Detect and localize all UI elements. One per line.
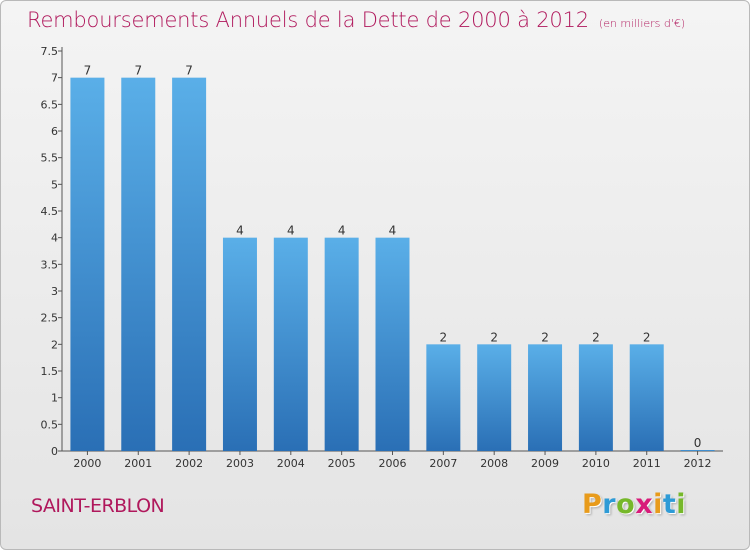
logo-letter: i (653, 489, 663, 520)
chart-subtitle: (en milliers d'€) (598, 17, 686, 30)
bar-2004 (273, 237, 308, 451)
data-label-2000: 7 (84, 64, 92, 78)
logo-letter: t (662, 489, 677, 520)
y-tick-label: 3 (51, 285, 58, 298)
data-label-2008: 2 (490, 330, 498, 344)
data-label-2011: 2 (643, 330, 651, 344)
y-tick-label: 1.5 (41, 365, 59, 378)
bar-2003 (222, 237, 257, 451)
chart-title: Remboursements Annuels de la Dette de 20… (27, 8, 686, 32)
data-label-2006: 4 (389, 224, 397, 238)
data-label-2010: 2 (592, 330, 600, 344)
bar-2007 (426, 344, 461, 451)
bar-2008 (477, 344, 512, 451)
logo-letter: r (602, 489, 617, 520)
data-label-2001: 7 (134, 64, 142, 78)
bar-2000 (70, 77, 105, 452)
y-tick-label: 0 (51, 445, 58, 458)
location-name: SAINT-ERBLON (31, 495, 165, 517)
x-tick-label-2002: 2002 (175, 457, 203, 470)
data-label-2007: 2 (440, 330, 448, 344)
data-label-2012: 0 (694, 436, 702, 450)
y-tick-label: 2 (51, 338, 58, 351)
x-tick-label-2009: 2009 (531, 457, 559, 470)
x-tick-label-2001: 2001 (124, 457, 152, 470)
bar-2009 (528, 344, 563, 451)
bar-2012 (680, 450, 715, 451)
y-tick-label: 3.5 (41, 258, 59, 271)
x-tick-label-2006: 2006 (379, 457, 407, 470)
bar-2006 (375, 237, 410, 451)
data-label-2004: 4 (287, 224, 295, 238)
proxiti-logo: Proxiti (582, 489, 686, 520)
y-tick-label: 6 (51, 125, 58, 138)
y-tick-label: 4.5 (41, 205, 59, 218)
data-label-2002: 7 (185, 64, 193, 78)
data-label-2003: 4 (236, 224, 244, 238)
y-tick-label: 5.5 (41, 152, 59, 165)
logo-letter: x (635, 489, 654, 520)
x-tick-label-2008: 2008 (480, 457, 508, 470)
x-tick-label-2011: 2011 (633, 457, 661, 470)
x-tick-label-2012: 2012 (684, 457, 712, 470)
x-tick-label-2000: 2000 (73, 457, 101, 470)
y-tick-label: 7 (51, 72, 58, 85)
x-tick-label-2003: 2003 (226, 457, 254, 470)
x-tick-label-2004: 2004 (277, 457, 305, 470)
data-label-2009: 2 (541, 330, 549, 344)
y-tick-label: 5 (51, 178, 58, 191)
data-label-2005: 4 (338, 224, 346, 238)
logo-letter: P (582, 489, 603, 520)
x-tick-label-2005: 2005 (328, 457, 356, 470)
y-tick-label: 0.5 (41, 418, 59, 431)
bar-2011 (629, 344, 664, 451)
bar-2001 (121, 77, 156, 452)
y-tick-label: 6.5 (41, 98, 59, 111)
x-tick-label-2007: 2007 (429, 457, 457, 470)
y-tick-label: 1 (51, 392, 58, 405)
y-tick-label: 2.5 (41, 312, 59, 325)
x-tick-label-2010: 2010 (582, 457, 610, 470)
y-tick-label: 4 (51, 232, 58, 245)
y-tick-label: 7.5 (41, 45, 59, 58)
bar-2005 (324, 237, 359, 451)
bar-2002 (172, 77, 207, 452)
bar-2010 (578, 344, 613, 451)
logo-letter: i (676, 489, 687, 520)
logo-letter: o (616, 489, 636, 520)
